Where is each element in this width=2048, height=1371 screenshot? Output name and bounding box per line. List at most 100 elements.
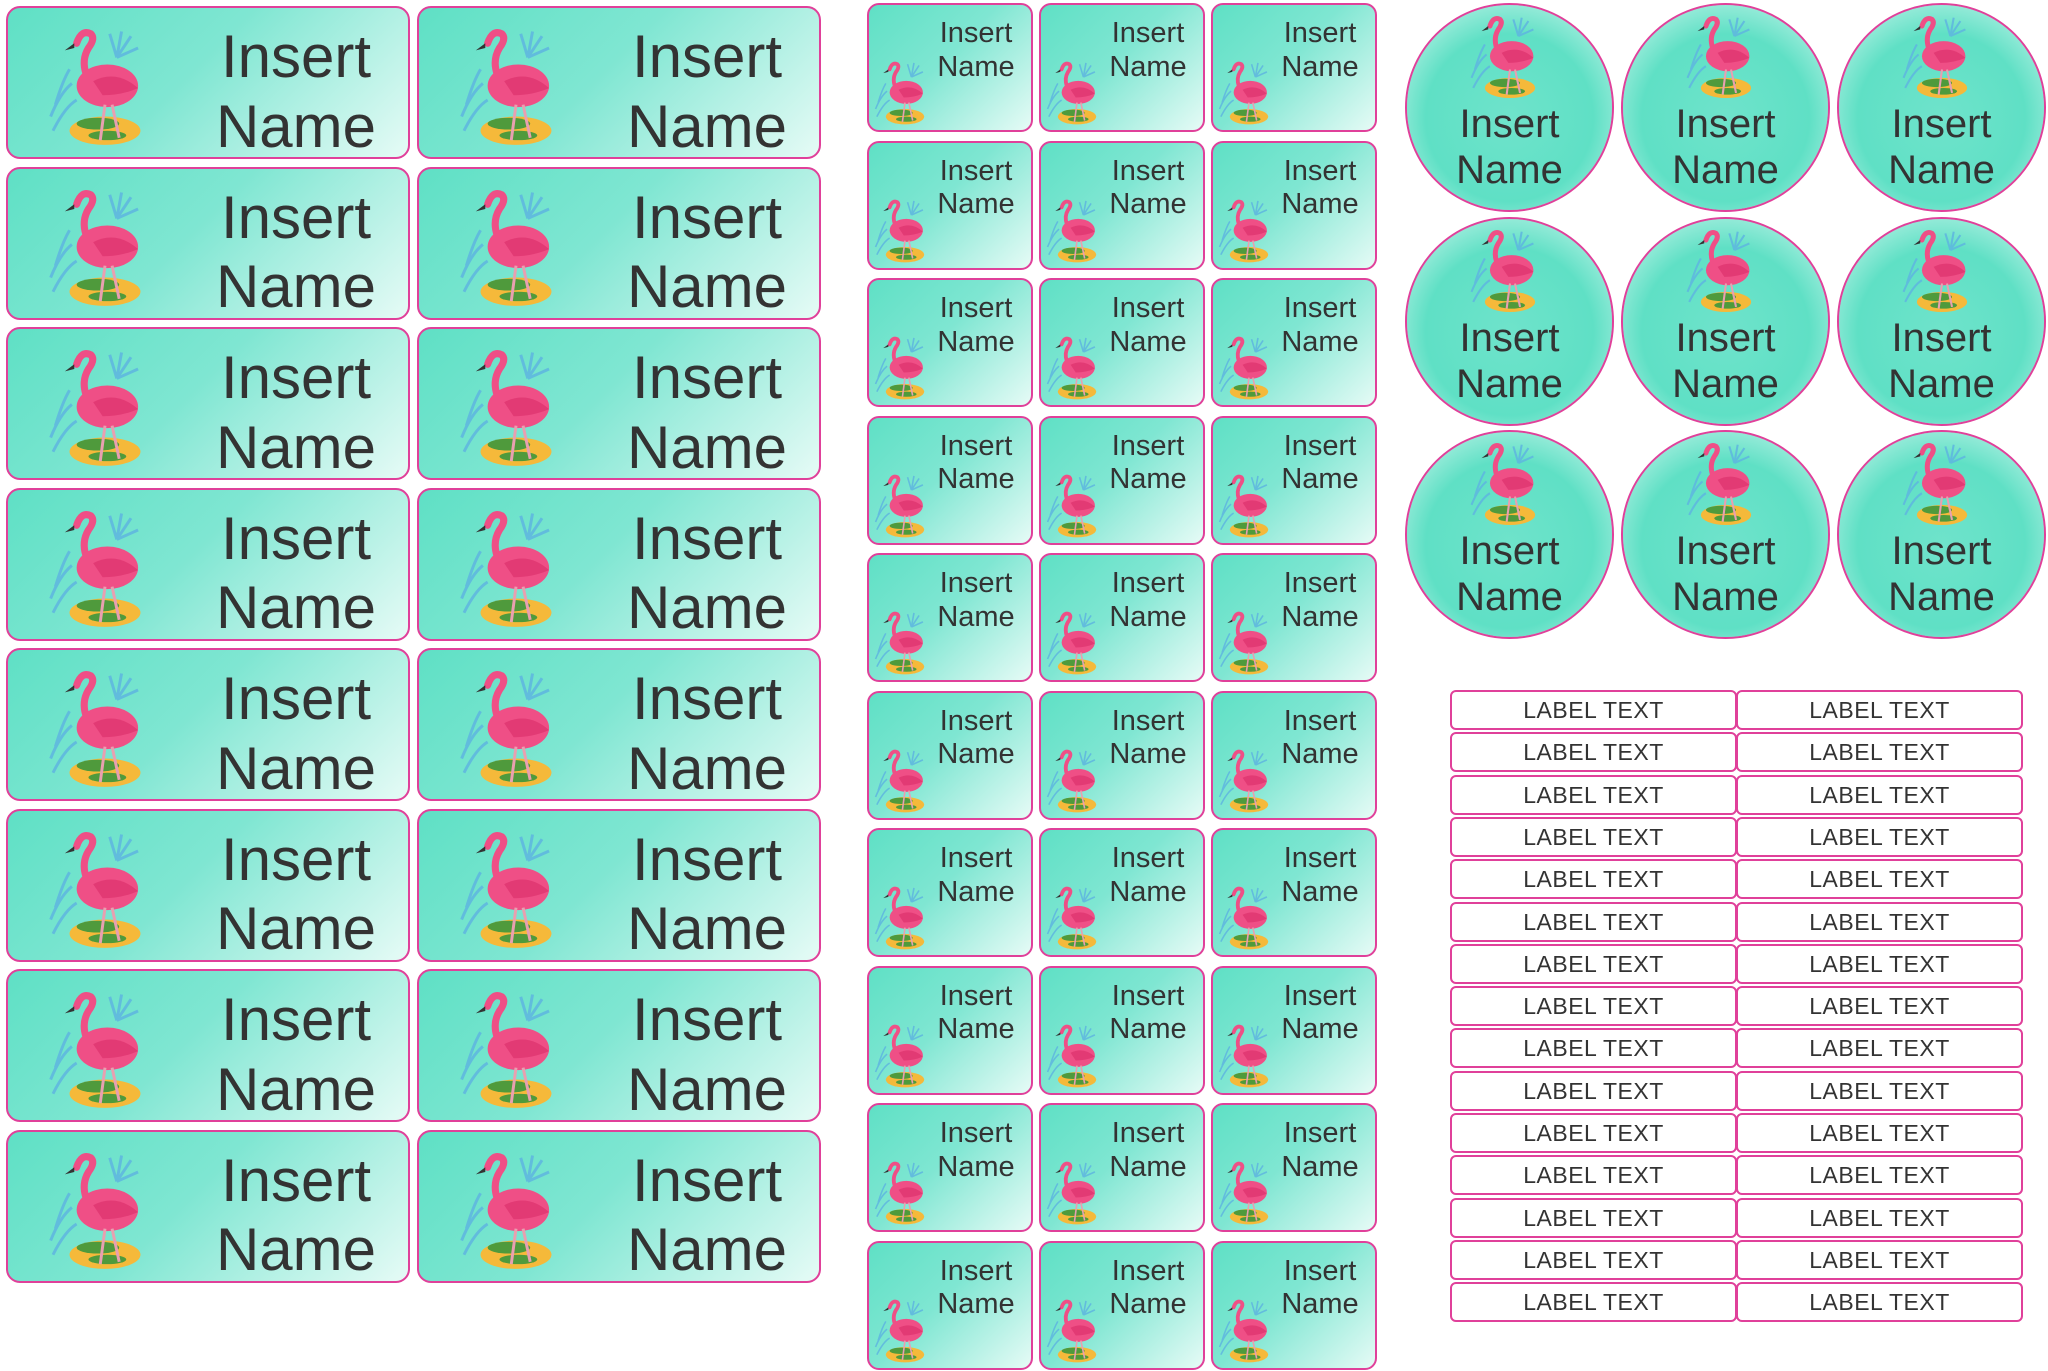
text-label[interactable]: LABEL TEXT <box>1736 1113 2023 1153</box>
big-name-label[interactable]: Insert Name <box>417 327 821 480</box>
text-label[interactable]: LABEL TEXT <box>1736 816 2023 857</box>
text-label[interactable]: LABEL TEXT <box>1736 1197 2023 1238</box>
big-name-label[interactable]: Insert Name <box>417 487 821 641</box>
small-name-label[interactable]: Insert Name <box>867 140 1033 270</box>
circle-name-label[interactable]: Insert Name <box>1837 430 2046 639</box>
label-name-text: Insert Name <box>198 1146 394 1281</box>
small-name-label[interactable]: Insert Name <box>867 828 1033 957</box>
big-name-label[interactable]: Insert Name <box>6 1129 410 1283</box>
text-label[interactable]: LABEL TEXT <box>1736 1028 2023 1069</box>
flamingo-icon <box>1045 603 1109 680</box>
text-label[interactable]: LABEL TEXT <box>1450 1113 1737 1153</box>
circle-name-label[interactable]: Insert Name <box>1837 216 2046 426</box>
text-label[interactable]: LABEL TEXT <box>1450 1155 1737 1196</box>
big-name-label[interactable]: Insert Name <box>417 969 821 1122</box>
circle-name-label[interactable]: Insert Name <box>1837 3 2046 212</box>
small-name-label[interactable]: Insert Name <box>867 553 1033 682</box>
text-label[interactable]: LABEL TEXT <box>1736 1239 2023 1280</box>
small-name-label[interactable]: Insert Name <box>1039 1103 1205 1232</box>
small-name-label[interactable]: Insert Name <box>1211 553 1377 682</box>
big-name-label[interactable]: Insert Name <box>417 6 821 159</box>
small-name-label[interactable]: Insert Name <box>1211 140 1377 270</box>
label-name-text: Insert Name <box>1097 292 1199 359</box>
flamingo-icon <box>1045 53 1109 130</box>
text-label[interactable]: LABEL TEXT <box>1450 943 1737 984</box>
small-name-label[interactable]: Insert Name <box>1039 140 1205 270</box>
text-label[interactable]: LABEL TEXT <box>1450 732 1737 773</box>
text-label[interactable]: LABEL TEXT <box>1736 732 2023 773</box>
small-name-label[interactable]: Insert Name <box>867 1103 1033 1232</box>
text-label[interactable]: LABEL TEXT <box>1736 1155 2023 1196</box>
small-name-label[interactable]: Insert Name <box>867 690 1033 820</box>
label-line-2: Name <box>1888 361 1995 406</box>
small-name-label[interactable]: Insert Name <box>1211 965 1377 1095</box>
text-label[interactable]: LABEL TEXT <box>1450 690 1737 730</box>
text-label[interactable]: LABEL TEXT <box>1450 774 1737 815</box>
small-name-label[interactable]: Insert Name <box>1211 1240 1377 1370</box>
text-label[interactable]: LABEL TEXT <box>1736 1070 2023 1111</box>
small-name-label[interactable]: Insert Name <box>1211 415 1377 545</box>
small-name-label[interactable]: Insert Name <box>1211 690 1377 820</box>
big-name-label[interactable]: Insert Name <box>6 327 410 480</box>
small-name-label[interactable]: Insert Name <box>1039 828 1205 957</box>
big-name-label[interactable]: Insert Name <box>417 1129 821 1283</box>
text-label[interactable]: LABEL TEXT <box>1450 816 1737 857</box>
flamingo-icon <box>30 504 180 634</box>
label-line-2: Name <box>1109 875 1187 908</box>
small-name-label[interactable]: Insert Name <box>867 278 1033 407</box>
label-line-2: Name <box>215 253 377 320</box>
small-name-label[interactable]: Insert Name <box>1039 3 1205 132</box>
circle-name-label[interactable]: Insert Name <box>1621 3 1830 212</box>
small-name-label[interactable]: Insert Name <box>1039 965 1205 1095</box>
text-label[interactable]: LABEL TEXT <box>1736 943 2023 984</box>
small-name-label[interactable]: Insert Name <box>867 1240 1033 1370</box>
text-label[interactable]: LABEL TEXT <box>1450 901 1737 942</box>
circle-name-label[interactable]: Insert Name <box>1621 430 1830 639</box>
big-name-label[interactable]: Insert Name <box>6 969 410 1122</box>
big-name-label[interactable]: Insert Name <box>417 166 821 320</box>
small-name-label[interactable]: Insert Name <box>1211 278 1377 407</box>
label-line-2: Name <box>1109 738 1187 771</box>
circle-name-label[interactable]: Insert Name <box>1405 430 1614 639</box>
big-name-label[interactable]: Insert Name <box>6 808 410 962</box>
text-label[interactable]: LABEL TEXT <box>1450 986 1737 1027</box>
small-name-label[interactable]: Insert Name <box>1211 1103 1377 1232</box>
text-label[interactable]: LABEL TEXT <box>1736 859 2023 900</box>
circle-name-label[interactable]: Insert Name <box>1405 3 1614 212</box>
text-label[interactable]: LABEL TEXT <box>1450 1028 1737 1069</box>
big-name-label[interactable]: Insert Name <box>417 808 821 962</box>
text-label[interactable]: LABEL TEXT <box>1736 986 2023 1027</box>
small-name-label[interactable]: Insert Name <box>1211 3 1377 132</box>
text-label[interactable]: LABEL TEXT <box>1450 859 1737 900</box>
circle-name-label[interactable]: Insert Name <box>1621 216 1830 426</box>
big-name-label[interactable]: Insert Name <box>6 648 410 801</box>
small-name-label[interactable]: Insert Name <box>1039 553 1205 682</box>
small-name-label[interactable]: Insert Name <box>1039 1240 1205 1370</box>
text-label[interactable]: LABEL TEXT <box>1450 1197 1737 1238</box>
small-name-label[interactable]: Insert Name <box>1039 278 1205 407</box>
big-name-label[interactable]: Insert Name <box>6 6 410 159</box>
small-name-label[interactable]: Insert Name <box>1039 415 1205 545</box>
circle-name-label[interactable]: Insert Name <box>1405 216 1614 426</box>
label-line-1: Insert <box>939 17 1013 49</box>
text-label[interactable]: LABEL TEXT <box>1736 901 2023 942</box>
big-name-label[interactable]: Insert Name <box>417 648 821 801</box>
big-name-label[interactable]: Insert Name <box>6 487 410 641</box>
small-name-label[interactable]: Insert Name <box>1211 828 1377 957</box>
small-name-label[interactable]: Insert Name <box>867 965 1033 1095</box>
label-line-1: Insert <box>631 825 783 893</box>
text-label[interactable]: LABEL TEXT <box>1450 1070 1737 1111</box>
text-label[interactable]: LABEL TEXT <box>1736 774 2023 815</box>
label-line-2: Name <box>215 895 377 962</box>
text-label[interactable]: LABEL TEXT <box>1736 1282 2023 1323</box>
text-label[interactable]: LABEL TEXT <box>1450 1239 1737 1280</box>
label-name-text: Insert Name <box>1097 842 1199 909</box>
small-name-label[interactable]: Insert Name <box>867 3 1033 132</box>
text-label[interactable]: LABEL TEXT <box>1450 1282 1737 1323</box>
big-name-label[interactable]: Insert Name <box>6 166 410 320</box>
flamingo-icon <box>1217 878 1281 955</box>
small-name-label[interactable]: Insert Name <box>1039 690 1205 820</box>
small-name-label[interactable]: Insert Name <box>867 415 1033 545</box>
text-label[interactable]: LABEL TEXT <box>1736 690 2023 730</box>
label-line-2: Name <box>626 92 788 159</box>
